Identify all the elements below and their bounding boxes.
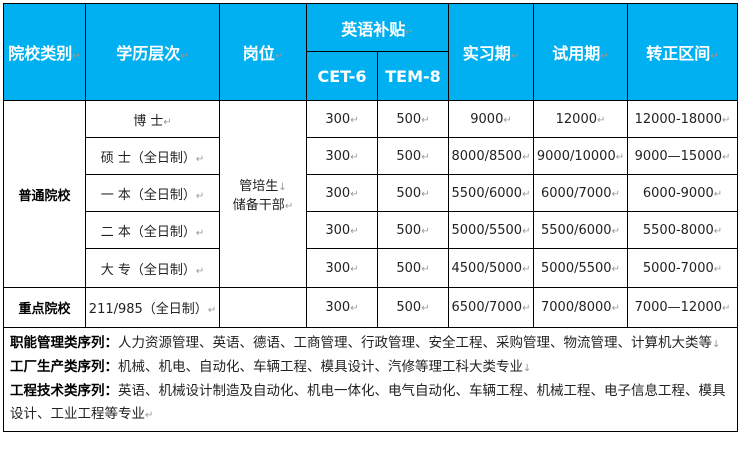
- cell-probation: 5500/6000: [533, 211, 628, 249]
- cell-position-empty: [219, 287, 307, 328]
- table-row: 重点院校 211/985（全日制） 300 500 6500/7000 7000…: [3, 287, 738, 328]
- header-position: 岗位: [219, 3, 307, 101]
- header-education: 学历层次: [85, 3, 220, 101]
- cell-education: 一 本（全日制）: [85, 174, 220, 212]
- position-line2: 储备干部: [220, 194, 306, 213]
- cell-tem8: 500: [377, 174, 449, 212]
- cell-regular: 5500-8000: [627, 211, 738, 249]
- cell-regular: 12000-18000: [627, 100, 738, 138]
- cell-internship: 8000/8500: [448, 137, 534, 175]
- table-row: 二 本（全日制） 300 500 5000/5500 5500/6000 550…: [4, 211, 738, 249]
- position-line1: 管培生: [220, 175, 306, 194]
- cell-regular: 9000—15000: [627, 137, 738, 175]
- cell-internship: 5500/6000: [448, 174, 534, 212]
- cell-cet6: 300: [306, 137, 378, 175]
- note-engineering: 工程技术类序列：英语、机械设计制造及自动化、机电一体化、电气自动化、车辆工程、机…: [10, 380, 733, 427]
- cell-regular: 7000—12000: [627, 287, 738, 328]
- cell-cet6: 300: [306, 100, 378, 138]
- header-school-type: 院校类别: [3, 3, 86, 101]
- major-notes: 职能管理类序列：人力资源管理、英语、德语、工商管理、行政管理、安全工程、采购管理…: [3, 327, 738, 432]
- cell-education: 大 专（全日制）: [85, 248, 220, 288]
- group-key: 重点院校: [3, 287, 86, 328]
- cell-tem8: 500: [377, 248, 449, 288]
- header-tem8: TEM-8: [377, 51, 449, 101]
- cell-cet6: 300: [306, 248, 378, 288]
- note-functional: 职能管理类序列：人力资源管理、英语、德语、工商管理、行政管理、安全工程、采购管理…: [10, 332, 733, 356]
- cell-tem8: 500: [377, 137, 449, 175]
- cell-probation: 7000/8000: [533, 287, 628, 328]
- cell-regular: 5000-7000: [627, 248, 738, 288]
- header-english-allowance: 英语补贴: [306, 3, 449, 52]
- cell-education: 博 士: [85, 100, 220, 138]
- table-row: 硕 士（全日制） 300 500 8000/8500 9000/10000 90…: [4, 137, 738, 175]
- table-row: 大 专（全日制） 300 500 4500/5000 5000/5500 500…: [4, 248, 738, 288]
- cell-internship: 4500/5000: [448, 248, 534, 288]
- table-row: 一 本（全日制） 300 500 5500/6000 6000/7000 600…: [4, 174, 738, 212]
- cell-regular: 6000-9000: [627, 174, 738, 212]
- salary-table: 院校类别 学历层次 岗位 英语补贴 实习期 试用期 转正区间 CET-6 TEM…: [3, 3, 738, 432]
- cell-tem8: 500: [377, 287, 449, 328]
- header-internship: 实习期: [448, 3, 534, 101]
- cell-education: 二 本（全日制）: [85, 211, 220, 249]
- cell-education: 硕 士（全日制）: [85, 137, 220, 175]
- note-factory: 工厂生产类序列：机械、机电、自动化、车辆工程、模具设计、汽修等理工科大类专业: [10, 356, 733, 380]
- header-regular: 转正区间: [627, 3, 738, 101]
- cell-cet6: 300: [306, 287, 378, 328]
- cell-tem8: 500: [377, 211, 449, 249]
- header-probation: 试用期: [533, 3, 628, 101]
- cell-probation: 9000/10000: [533, 137, 628, 175]
- table-row: 普通院校 博 士 管培生 储备干部 300 500 9000 12000 120…: [3, 100, 738, 288]
- cell-education: 211/985（全日制）: [85, 287, 220, 328]
- cell-cet6: 300: [306, 211, 378, 249]
- cell-position: 管培生 储备干部: [219, 100, 307, 288]
- cell-probation: 6000/7000: [533, 174, 628, 212]
- cell-tem8: 500: [377, 100, 449, 138]
- cell-cet6: 300: [306, 174, 378, 212]
- cell-internship: 9000: [448, 100, 534, 138]
- group-ordinary: 普通院校: [3, 100, 86, 288]
- cell-probation: 5000/5500: [533, 248, 628, 288]
- header-cet6: CET-6: [306, 51, 378, 101]
- cell-internship: 6500/7000: [448, 287, 534, 328]
- cell-internship: 5000/5500: [448, 211, 534, 249]
- cell-probation: 12000: [533, 100, 628, 138]
